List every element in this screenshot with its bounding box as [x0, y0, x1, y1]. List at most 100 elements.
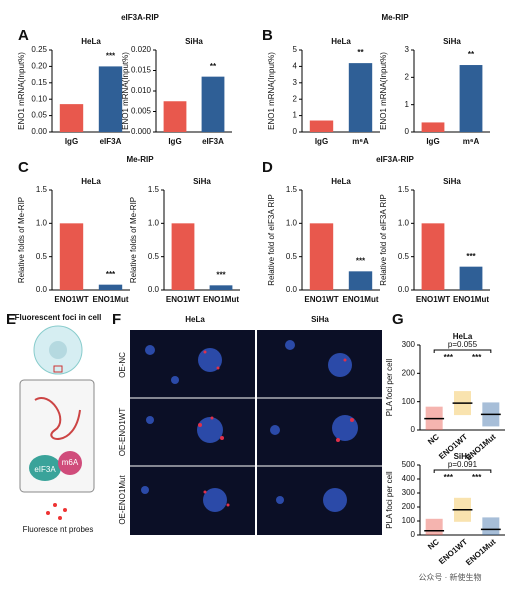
- nucleus: [49, 341, 67, 359]
- diagram-title: Fluorescent foci in cell: [15, 313, 102, 322]
- y-tick-label: 300: [402, 340, 416, 349]
- bracket: [433, 469, 492, 473]
- annotation: **: [468, 50, 475, 59]
- bar: [348, 63, 373, 133]
- y-tick-label: 200: [402, 368, 416, 377]
- y-tick-label: 400: [402, 474, 416, 483]
- bar: [163, 101, 187, 132]
- chart-title: HeLa: [331, 177, 351, 186]
- y-axis-label: ENO1 mRNA(Input%): [379, 52, 388, 130]
- y-tick-label: 0: [405, 127, 410, 136]
- y-tick-label: 0.5: [398, 252, 410, 261]
- x-tick-label: ENO1WT: [166, 295, 200, 304]
- annotation: ***: [466, 252, 476, 261]
- annotation: ***: [444, 353, 454, 362]
- modification: [58, 451, 82, 475]
- chart-title: SiHa: [193, 177, 211, 186]
- row-label: OE-NC: [118, 352, 127, 378]
- y-tick-label: 2: [405, 72, 410, 81]
- annotation: p=0.091: [448, 460, 478, 469]
- bar: [201, 76, 225, 132]
- bar: [98, 284, 123, 290]
- annotation: **: [210, 62, 217, 71]
- column-label: SiHa: [311, 315, 329, 324]
- y-tick-label: 0.20: [31, 62, 47, 71]
- x-tick-label: ENO1WT: [416, 295, 450, 304]
- y-tick-label: 2: [293, 94, 298, 103]
- y-tick-label: 0.15: [31, 78, 47, 87]
- y-tick-label: 1.5: [148, 185, 160, 194]
- bar: [459, 65, 483, 132]
- x-tick-label: IgG: [65, 137, 78, 146]
- group-title: eIF3A-RIP: [121, 13, 159, 22]
- y-tick-label: 0.0: [286, 285, 298, 294]
- y-tick-label: 3: [405, 45, 410, 54]
- bar: [421, 122, 445, 132]
- y-axis-label: Relative folds of Me-RIP: [129, 197, 138, 283]
- x-tick-label: eIF3A: [100, 137, 122, 146]
- diagram: Fluorescent foci in cell eIF3A m6A Fluor…: [15, 313, 102, 534]
- zoom-box: [53, 365, 63, 373]
- group-title: Me-RIP: [126, 155, 154, 164]
- y-tick-label: 300: [402, 488, 416, 497]
- chart-title: SiHa: [454, 452, 472, 461]
- x-tick-label: ENO1Mut: [93, 295, 129, 304]
- protein-label: eIF3A: [34, 465, 56, 474]
- chart-title: SiHa: [443, 37, 461, 46]
- x-tick-label: IgG: [168, 137, 181, 146]
- bar: [171, 223, 195, 290]
- y-axis-label: ENO1 mRNA(Input%): [121, 52, 130, 130]
- y-axis-label: Relative folds of Me-RIP: [17, 197, 26, 283]
- bar: [348, 271, 373, 290]
- bar: [309, 120, 334, 132]
- bar: [421, 223, 445, 290]
- rna: [34, 397, 81, 440]
- y-tick-label: 0.015: [131, 66, 152, 75]
- annotation: ***: [472, 473, 482, 482]
- y-tick-label: 0.000: [131, 127, 152, 136]
- y-tick-label: 0.005: [131, 107, 152, 116]
- chart-title: SiHa: [185, 37, 203, 46]
- x-tick-label: eIF3A: [202, 137, 224, 146]
- panel-letter: D: [262, 159, 273, 176]
- chart-title: SiHa: [443, 177, 461, 186]
- y-tick-label: 3: [293, 78, 298, 87]
- y-tick-label: 1: [405, 100, 410, 109]
- mark-label: m6A: [62, 458, 79, 467]
- x-tick-label: IgG: [315, 137, 328, 146]
- micrographs: HeLa SiHa OE-NC OE-ENO1WT OE-ENO1Mut: [118, 315, 382, 535]
- y-tick-label: 100: [402, 516, 416, 525]
- group-title: eIF3A-RIP: [376, 155, 414, 164]
- bar: [98, 66, 123, 132]
- y-axis-label: PLA foci per cell: [385, 471, 394, 529]
- chart-title: HeLa: [81, 37, 101, 46]
- x-tick-label: m⁶A: [352, 137, 369, 146]
- annotation: p=0.055: [448, 340, 478, 349]
- panel-letter: F: [112, 311, 121, 328]
- x-tick-label: m⁶A: [463, 137, 480, 146]
- y-tick-label: 1.0: [148, 218, 160, 227]
- bar: [459, 266, 483, 290]
- y-tick-label: 1.5: [36, 185, 48, 194]
- y-tick-label: 1.5: [286, 185, 298, 194]
- column-label: HeLa: [185, 315, 205, 324]
- y-tick-label: 1.0: [36, 218, 48, 227]
- panel-letter: E: [6, 311, 16, 328]
- y-tick-label: 0: [293, 127, 298, 136]
- row-label: OE-ENO1Mut: [118, 475, 127, 525]
- image: [130, 330, 255, 535]
- y-axis-label: Relative fold of eIF3A RIP: [267, 194, 276, 286]
- y-tick-label: 100: [402, 397, 416, 406]
- bar: [209, 285, 233, 290]
- annotation: **: [357, 48, 364, 57]
- y-tick-label: 4: [293, 62, 298, 71]
- x-tick-label: NC: [426, 432, 441, 446]
- y-tick-label: 500: [402, 460, 416, 469]
- y-axis-label: Relative fold of eIF3A RIP: [379, 194, 388, 286]
- y-tick-label: 0.5: [36, 252, 48, 261]
- y-tick-label: 0.10: [31, 94, 47, 103]
- chart-title: HeLa: [453, 332, 473, 341]
- y-tick-label: 1.0: [398, 218, 410, 227]
- row-label: OE-ENO1WT: [118, 408, 127, 457]
